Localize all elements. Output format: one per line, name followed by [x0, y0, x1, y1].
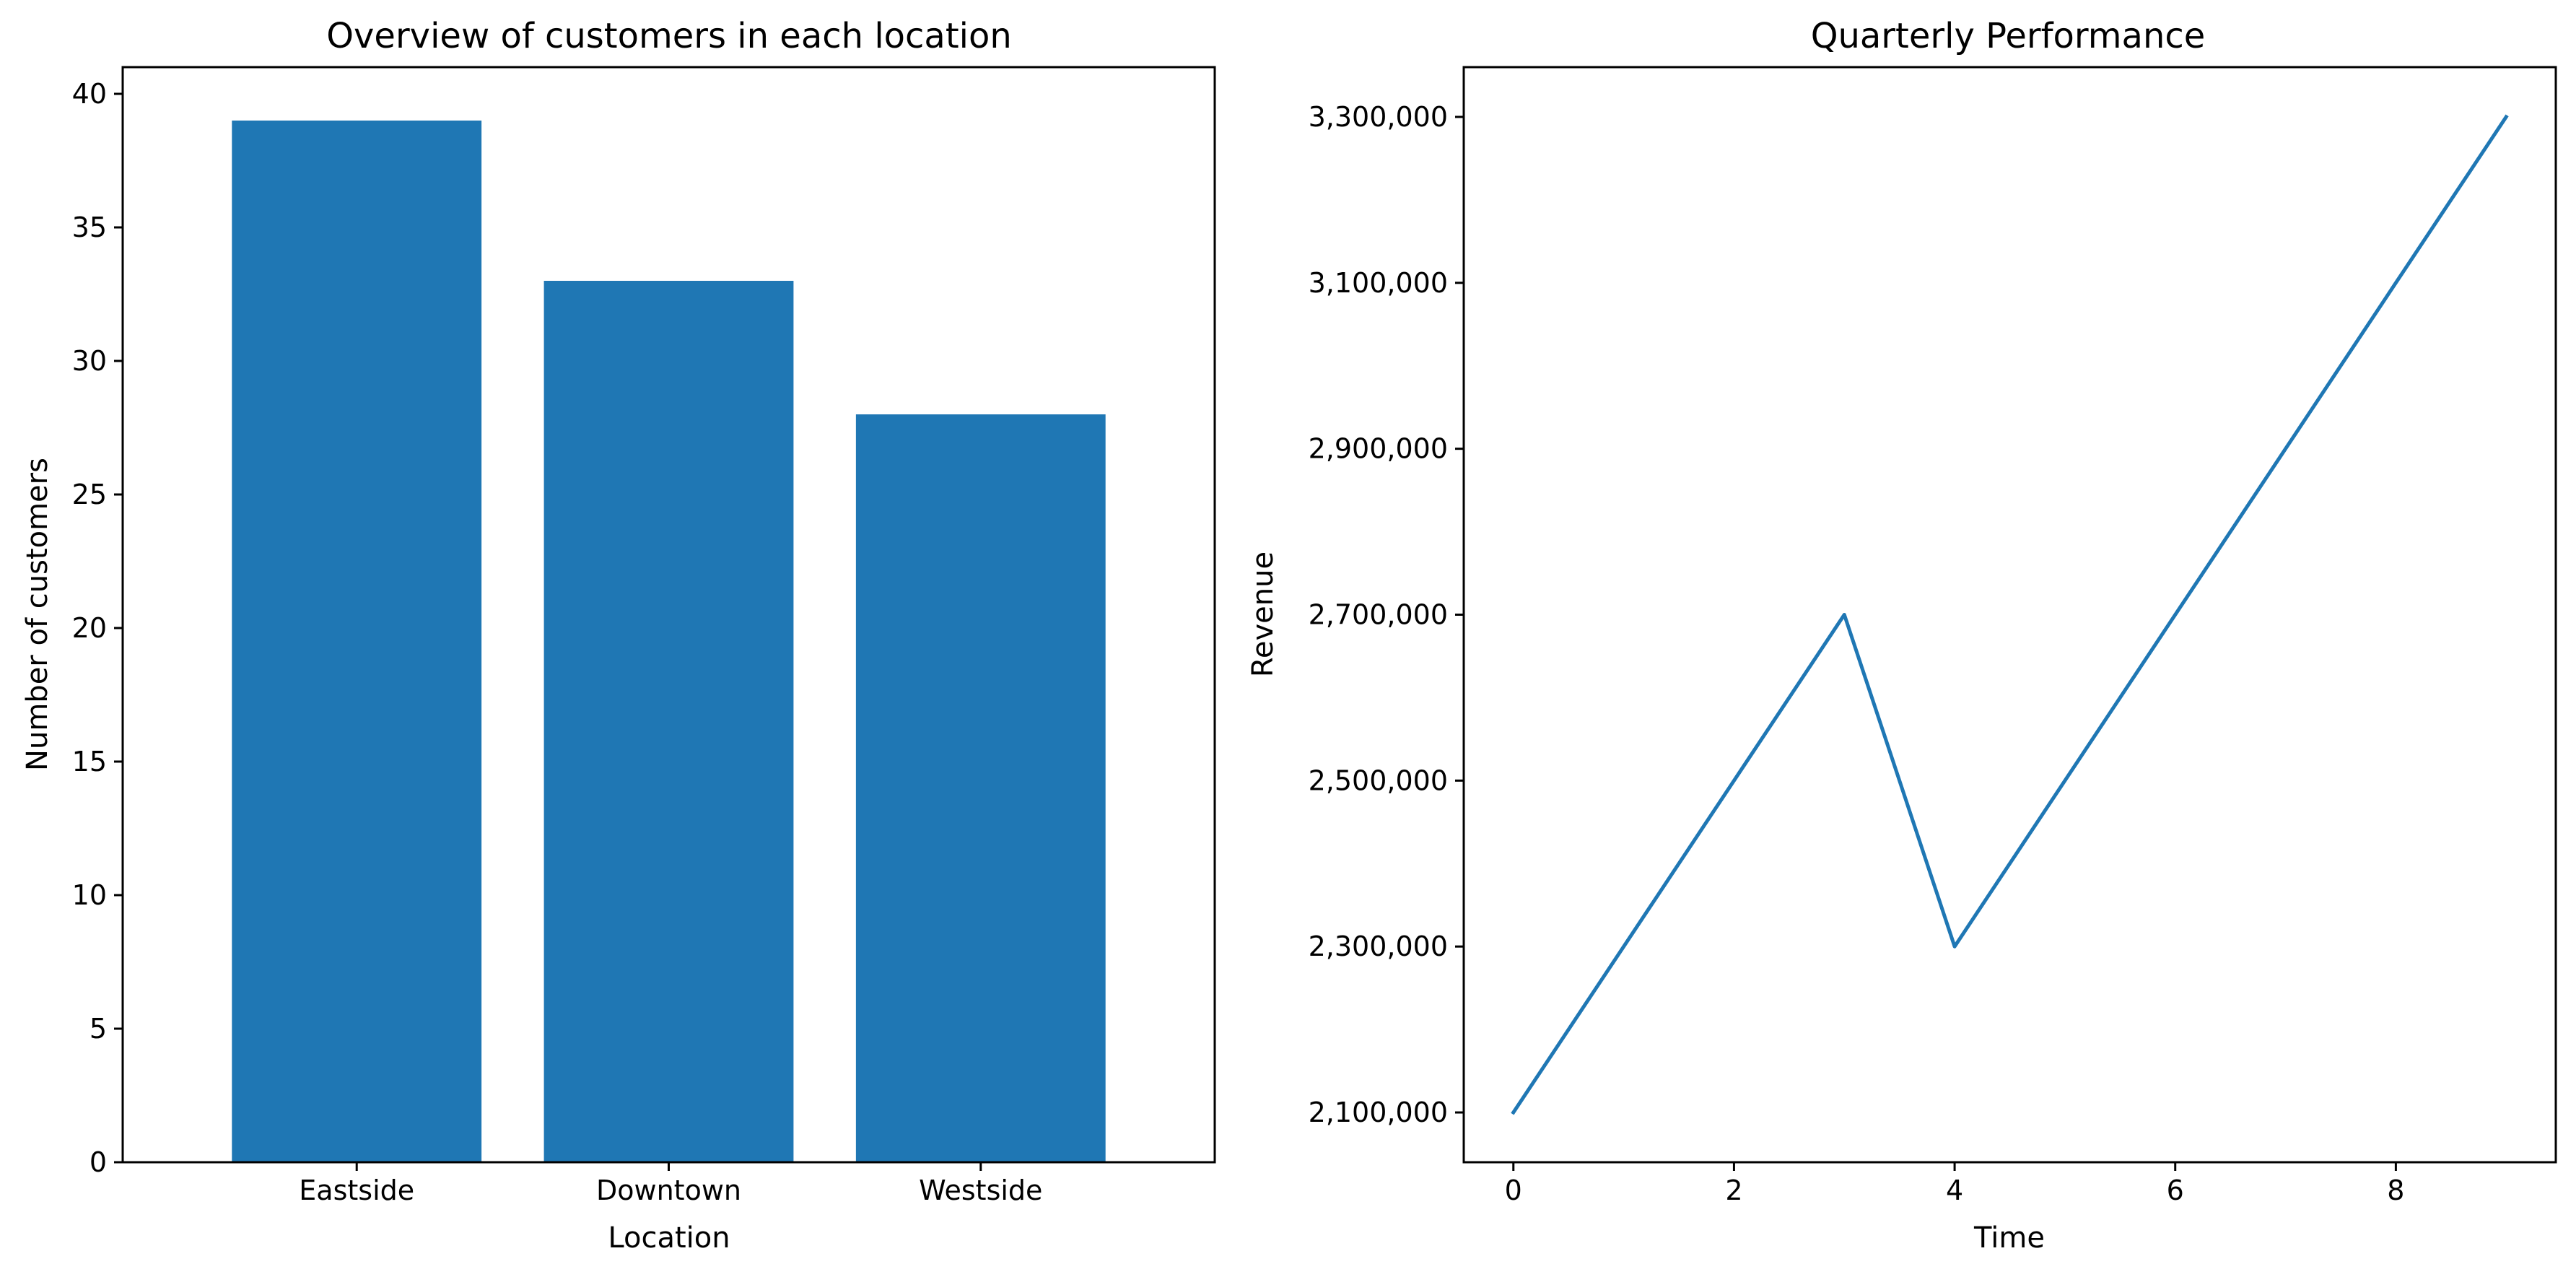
- bar-eastside: [232, 121, 482, 1162]
- x-tick-label: 6: [2167, 1174, 2184, 1206]
- y-tick-label: 35: [72, 212, 107, 243]
- revenue-series-line: [1511, 114, 2509, 1115]
- y-axis-label: Revenue: [1246, 552, 1280, 677]
- bar-downtown: [543, 281, 794, 1162]
- y-tick-label: 40: [72, 78, 107, 110]
- x-tick-label: Westside: [919, 1174, 1042, 1206]
- y-tick-label: 0: [89, 1146, 107, 1178]
- x-tick-label: 4: [1946, 1174, 1963, 1206]
- line-chart: Quarterly Performance 2,100,000 2,300,000…: [1246, 16, 2557, 1255]
- line-chart-title: Quarterly Performance: [1811, 16, 2206, 56]
- bar-group: [232, 121, 1106, 1162]
- y-tick-label: 3,300,000: [1309, 101, 1448, 133]
- bar-chart-title: Overview of customers in each location: [326, 16, 1012, 56]
- y-tick-label: 2,300,000: [1309, 930, 1448, 962]
- y-tick-label: 30: [72, 345, 107, 377]
- x-axis-ticks: Eastside Downtown Westside: [299, 1162, 1042, 1206]
- y-tick-label: 2,500,000: [1309, 764, 1448, 796]
- y-tick-label: 2,700,000: [1309, 599, 1448, 631]
- x-tick-label: 0: [1505, 1174, 1522, 1206]
- x-axis-label: Location: [608, 1221, 730, 1255]
- bar-westside: [855, 414, 1106, 1162]
- y-tick-label: 10: [72, 879, 107, 911]
- x-axis-label: Time: [1973, 1221, 2045, 1255]
- bar-chart: Overview of customers in each location 0…: [21, 16, 1216, 1255]
- y-tick-label: 5: [89, 1013, 107, 1045]
- x-tick-label: Eastside: [299, 1174, 414, 1206]
- y-tick-label: 20: [72, 612, 107, 644]
- y-axis-ticks: 0 5 10 15 20 25 30 35 40: [72, 78, 123, 1178]
- x-axis-ticks: 0 2 4 6 8: [1505, 1162, 2404, 1206]
- y-axis-label: Number of customers: [21, 458, 54, 771]
- y-tick-label: 15: [72, 746, 107, 777]
- y-tick-label: 2,900,000: [1309, 433, 1448, 465]
- x-tick-label: Downtown: [596, 1174, 741, 1206]
- y-tick-label: 2,100,000: [1309, 1097, 1448, 1128]
- x-tick-label: 8: [2387, 1174, 2404, 1206]
- y-tick-label: 25: [72, 479, 107, 510]
- x-tick-label: 2: [1725, 1174, 1742, 1206]
- y-axis-ticks: 2,100,000 2,300,000 2,500,000 2,700,000 2,90…: [1309, 101, 1464, 1128]
- plot-frame: [1462, 66, 2557, 1164]
- plot-frame: [121, 66, 1216, 1164]
- y-tick-label: 3,100,000: [1309, 267, 1448, 299]
